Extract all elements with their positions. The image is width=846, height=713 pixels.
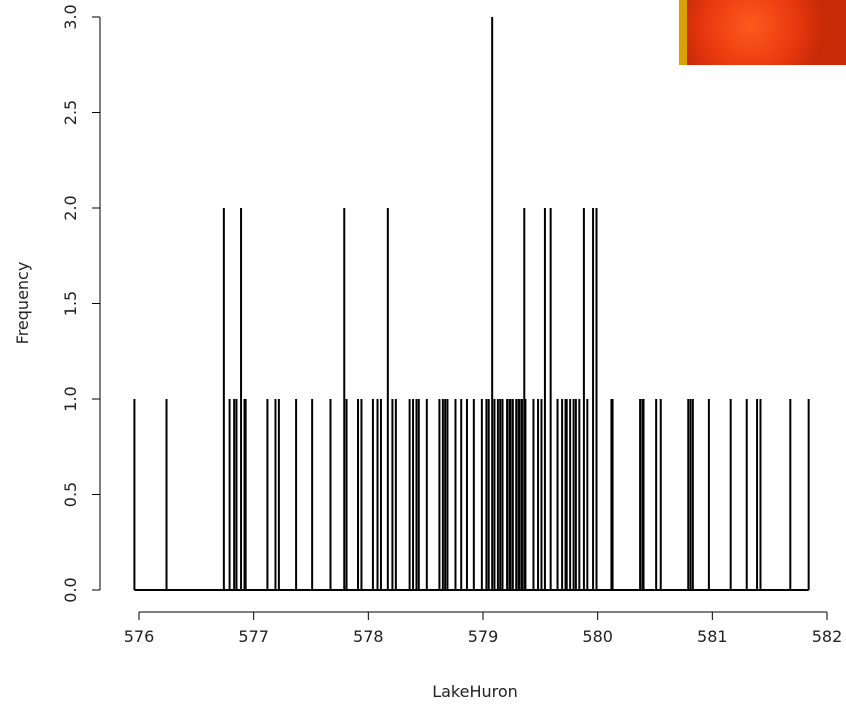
y-tick-label: 0.0 [61, 577, 80, 602]
x-tick-label: 578 [353, 627, 384, 646]
y-axis-label: Frequency [13, 262, 32, 345]
x-tick-label: 577 [238, 627, 269, 646]
x-tick-label: 576 [124, 627, 155, 646]
thumbnail-image [679, 0, 846, 65]
x-tick-label: 579 [468, 627, 499, 646]
x-tick-label: 580 [582, 627, 613, 646]
x-tick-label: 581 [697, 627, 728, 646]
y-tick-label: 1.5 [61, 291, 80, 316]
y-tick-label: 1.0 [61, 386, 80, 411]
y-tick-label: 3.0 [61, 4, 80, 29]
x-axis-label: LakeHuron [432, 682, 518, 701]
y-tick-label: 2.5 [61, 100, 80, 125]
y-tick-label: 2.0 [61, 195, 80, 220]
y-tick-label: 0.5 [61, 482, 80, 507]
x-tick-label: 582 [812, 627, 843, 646]
